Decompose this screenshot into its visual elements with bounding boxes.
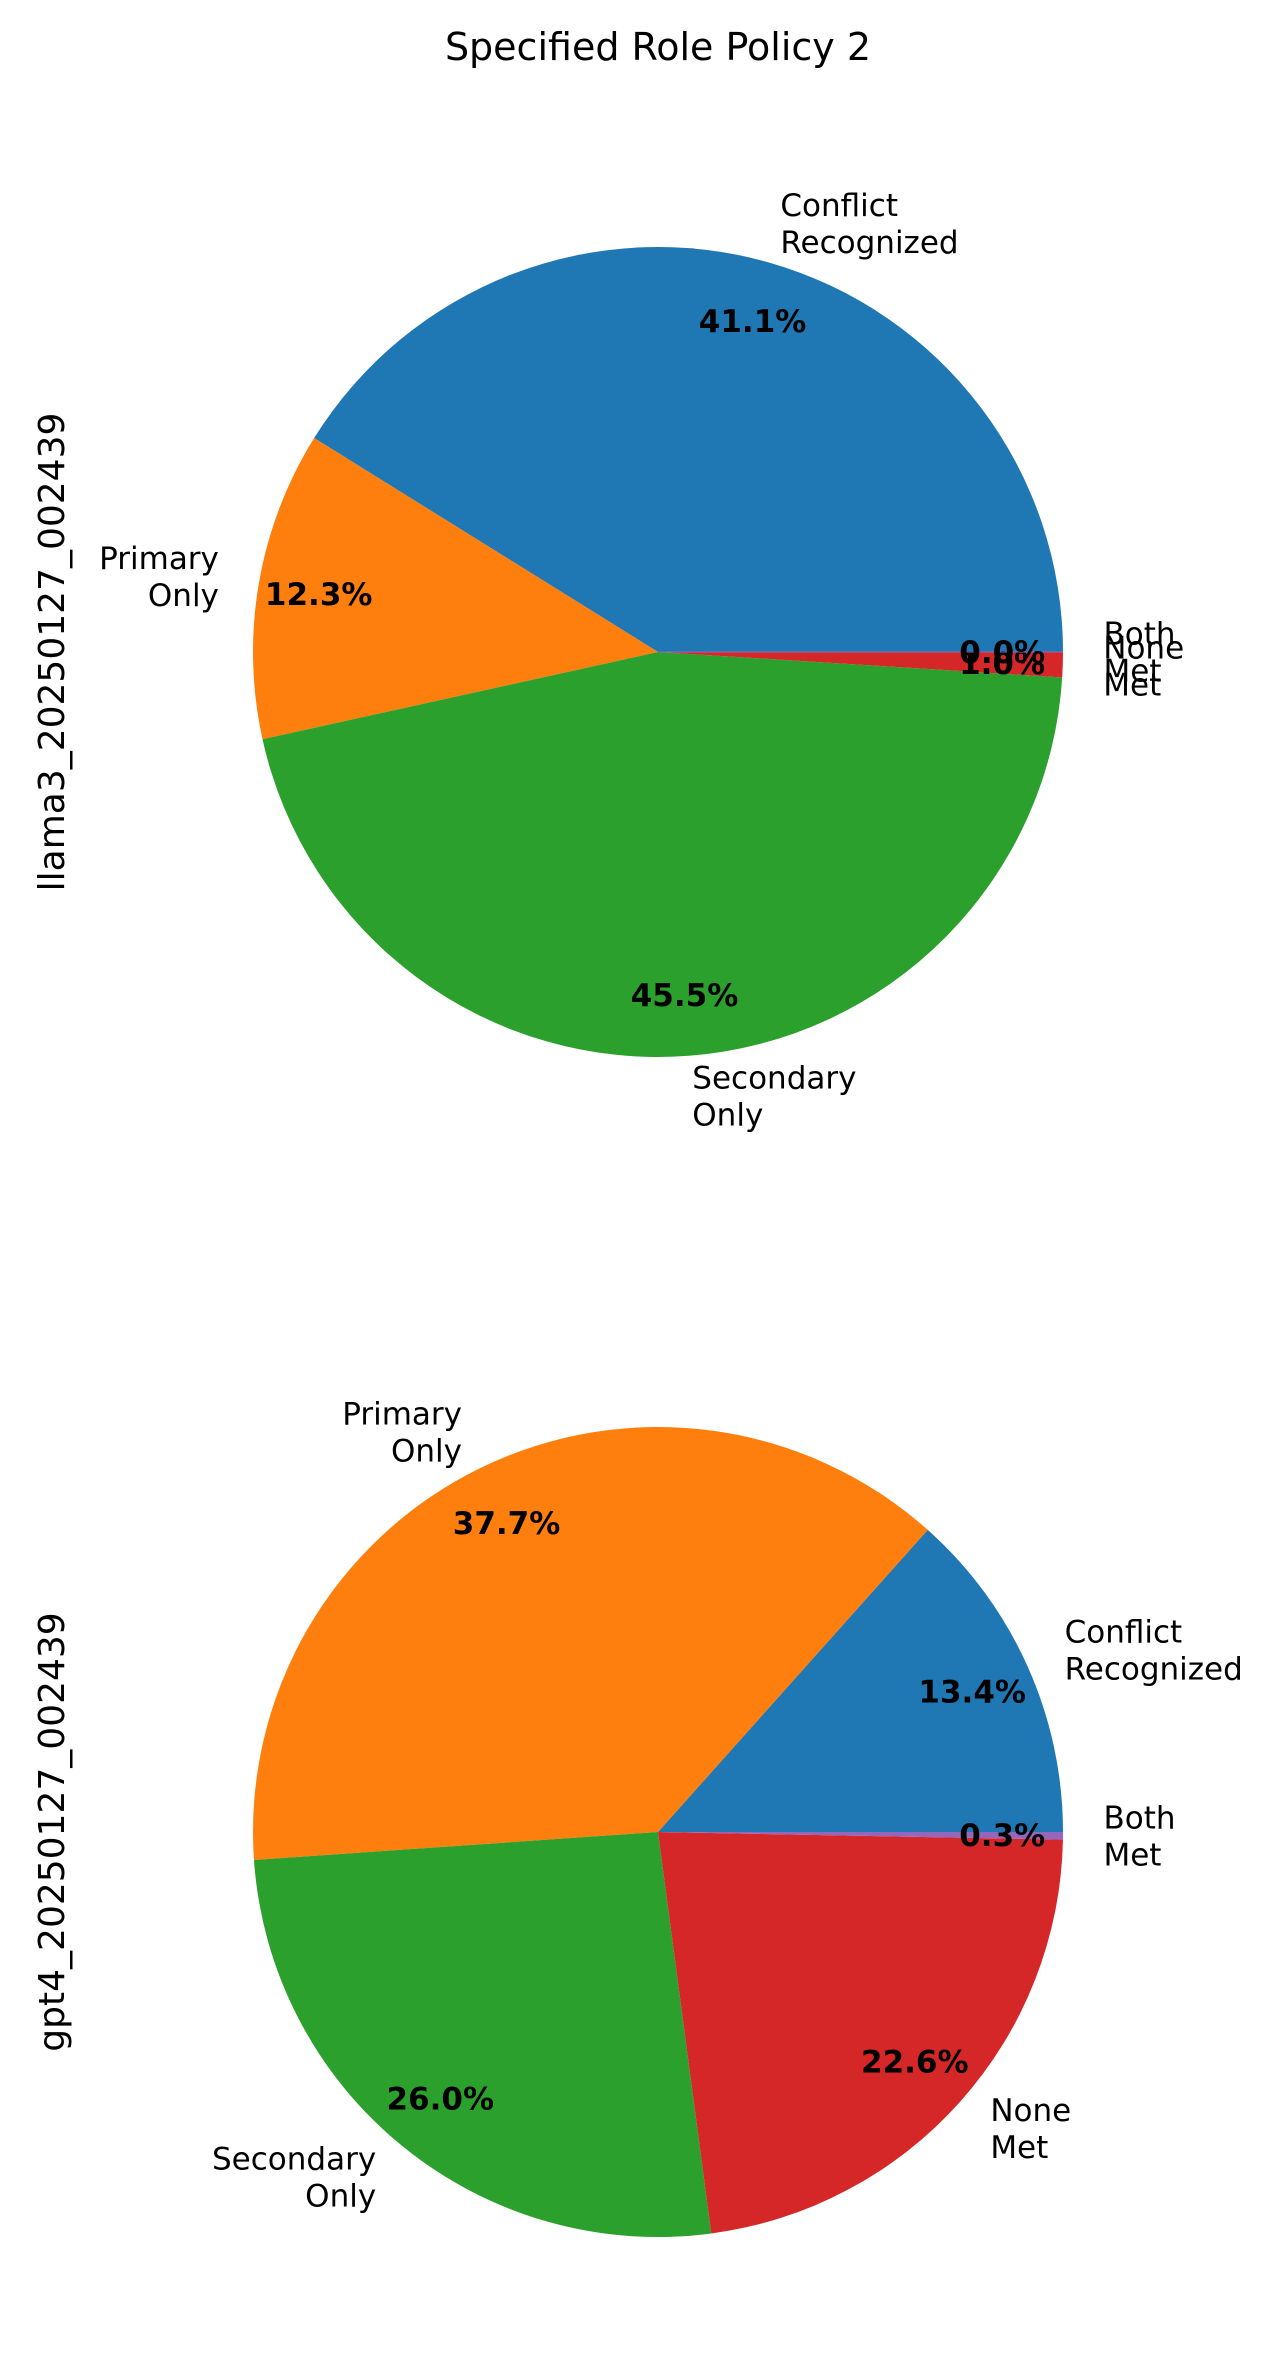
slice-label-secondary-only: Secondary Only (692, 1061, 856, 1134)
pie-slice-none-met (658, 652, 1063, 678)
pie-slice-primary-only (252, 438, 658, 740)
pie-slice-none-met (658, 1832, 1063, 2234)
slice-label-both-met: Both Met (1103, 1801, 1175, 1874)
slice-label-secondary-only: Secondary Only (212, 2142, 376, 2215)
slice-label-primary-only: Primary Only (99, 541, 219, 614)
slice-value-secondary-only: 45.5% (631, 978, 739, 1014)
slice-label-none-met: None Met (1103, 631, 1184, 704)
pie-slice-conflict-recognized (314, 246, 1063, 652)
pie-slice-both-met (658, 1832, 1063, 1840)
slice-value-primary-only: 12.3% (265, 577, 373, 613)
y-axis-label: llama3_20250127_002439 (32, 413, 73, 892)
slice-label-conflict-recognized: Conflict Recognized (780, 188, 958, 261)
pie-chart-gpt4: gpt4_20250127_002439 Conflict Recognized 13… (32, 1396, 1243, 2237)
slice-label-conflict-recognized: Conflict Recognized (1065, 1614, 1243, 1687)
slice-value-primary-only: 37.7% (453, 1506, 561, 1542)
y-axis-label: gpt4_20250127_002439 (32, 1612, 73, 2051)
pie-slice-conflict-recognized (658, 1529, 1063, 1832)
slice-label-both-met: Both Met (1104, 617, 1176, 690)
slice-value-both-met: 0.3% (959, 1818, 1045, 1854)
pie-slice-secondary-only (262, 652, 1063, 1058)
slice-value-both-met: 0.0% (959, 635, 1045, 671)
slice-label-none-met: None Met (990, 2093, 1071, 2166)
slice-value-conflict-recognized: 13.4% (918, 1674, 1026, 1710)
slice-value-none-met: 22.6% (861, 2044, 969, 2080)
pie-slice-secondary-only (253, 1832, 712, 2237)
slice-label-primary-only: Primary Only (342, 1396, 462, 1469)
slice-value-conflict-recognized: 41.1% (699, 304, 807, 340)
chart-title: Specified Role Policy 2 (445, 25, 871, 69)
slice-value-secondary-only: 26.0% (386, 2082, 494, 2118)
pie-chart-llama3: llama3_20250127_002439 Conflict Recognized… (32, 188, 1184, 1134)
pie-slice-primary-only (253, 1427, 928, 1860)
